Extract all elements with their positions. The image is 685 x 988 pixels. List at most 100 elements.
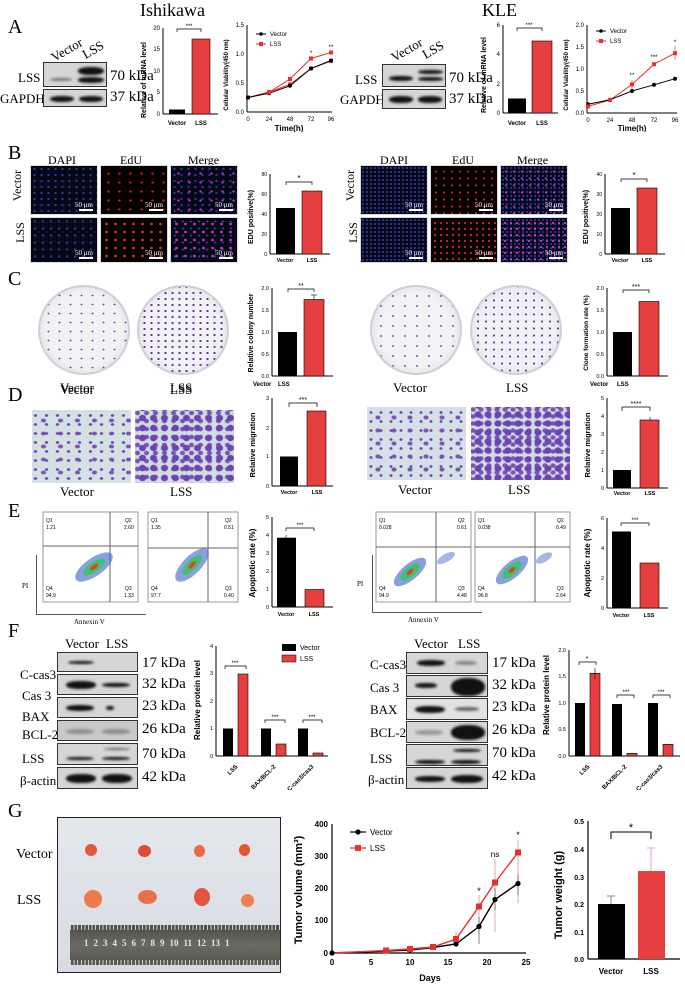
svg-text:1.5: 1.5 <box>236 23 245 29</box>
chart-d2-migration-kle: Relative migration 5 4 3 2 1 0 **** Vector LS… <box>583 396 668 495</box>
svg-text:Relative protein level: Relative protein level <box>542 655 551 735</box>
svg-text:Cellular Viability(450 nm): Cellular Viability(450 nm) <box>564 39 570 110</box>
chart-a4-viability-kle: Cellular Viability(450 nm) 2.0 1.5 1.0 0.5 0… <box>564 23 679 132</box>
svg-text:0: 0 <box>266 484 269 490</box>
svg-text:1.5: 1.5 <box>261 308 269 314</box>
tumor-photo: 1 2 3 4 5 6 7 8 9 10 11 12 13 1 <box>57 817 281 973</box>
blot-row-label: LSS <box>18 70 41 85</box>
svg-text:LSS: LSS <box>644 613 655 618</box>
svg-text:***: *** <box>631 518 639 524</box>
svg-text:97.7: 97.7 <box>151 593 161 599</box>
svg-text:10: 10 <box>406 958 415 967</box>
svg-text:0: 0 <box>599 252 602 258</box>
svg-text:15: 15 <box>444 958 453 967</box>
svg-text:94.9: 94.9 <box>46 593 56 599</box>
chart-top-label: LSS <box>278 382 290 388</box>
svg-text:0: 0 <box>264 252 267 258</box>
svg-text:15: 15 <box>153 47 160 53</box>
panel-letter-c: C <box>8 268 22 290</box>
panel-letter-g: G <box>8 800 23 822</box>
svg-text:**: ** <box>329 45 334 51</box>
colony-dish-ishikawa-lss <box>137 285 229 375</box>
svg-text:0.5: 0.5 <box>558 727 566 733</box>
svg-text:1: 1 <box>266 587 269 593</box>
svg-text:4: 4 <box>601 414 604 420</box>
panel-letter-e: E <box>8 500 21 522</box>
svg-text:LSS: LSS <box>536 121 548 127</box>
scale-bar: 50 μm <box>475 249 493 257</box>
chart-e1-apoptosis-ishikawa: Apoptotic rate (%) 5 4 3 2 1 0 *** Vector LSS <box>248 515 333 618</box>
svg-text:40: 40 <box>261 212 267 218</box>
svg-text:Vector: Vector <box>277 258 295 262</box>
svg-text:3: 3 <box>266 551 269 557</box>
kda-label: 32 kDa <box>492 677 536 693</box>
colony-dish-kle-lss <box>470 285 562 375</box>
svg-text:*: * <box>632 171 635 180</box>
svg-text:0.0: 0.0 <box>596 374 604 380</box>
svg-text:2.0: 2.0 <box>558 648 566 654</box>
svg-text:1.0: 1.0 <box>261 330 269 336</box>
chart-g1-tumor-volume: Tumor volume (mm³) 400 300 200 100 0 0 5 10 15 2… <box>293 820 531 983</box>
svg-text:LSS: LSS <box>307 258 318 262</box>
column-label-dapi: DAPI <box>380 153 409 167</box>
svg-text:3: 3 <box>601 432 604 438</box>
tumor-vector <box>138 845 151 857</box>
lane-label: Vector <box>65 636 99 651</box>
svg-text:Vector: Vector <box>168 121 187 127</box>
chart-b1-edu-ishikawa: EDU positive(%) 80 60 40 20 0 * Vector LSS <box>248 172 330 262</box>
svg-text:0.1: 0.1 <box>574 930 584 937</box>
svg-text:LSS: LSS <box>579 764 591 776</box>
chart-a3-mrna-kle: Relative of mRNA level 6 4 2 0 *** Vector L… <box>481 23 558 127</box>
axis-label-pi: PI <box>22 582 29 590</box>
svg-text:***: *** <box>622 690 630 696</box>
svg-text:LSS: LSS <box>270 42 281 48</box>
svg-text:3: 3 <box>210 671 213 677</box>
panel-letter-f: F <box>8 620 20 642</box>
svg-text:0.5: 0.5 <box>261 352 269 358</box>
chart-f2-protein-kle: Relative protein level 2.0 1.5 1.0 0.5 0.0 *… <box>542 648 680 790</box>
svg-text:20: 20 <box>596 212 602 218</box>
blot-row-label: BAX <box>22 709 50 724</box>
kda-label: 23 kDa <box>492 699 536 715</box>
svg-text:Q3: Q3 <box>557 586 564 592</box>
row-label-vector: Vector <box>10 169 25 202</box>
svg-text:**: ** <box>630 73 635 79</box>
svg-text:Q1: Q1 <box>46 518 53 524</box>
image-label: LSS <box>170 382 193 397</box>
svg-text:Q4: Q4 <box>379 586 386 592</box>
blot-row-label: Cas 3 <box>22 688 52 703</box>
svg-text:48: 48 <box>287 117 294 123</box>
svg-text:5: 5 <box>369 958 374 967</box>
colony-dish-kle-vector <box>370 285 462 375</box>
axis-label-annexin: Annexin V <box>74 618 105 626</box>
svg-text:LSS: LSS <box>645 491 656 495</box>
svg-text:1: 1 <box>601 468 604 474</box>
scale-bar: 50 μm <box>475 201 493 209</box>
svg-text:***: *** <box>271 715 279 721</box>
svg-text:2: 2 <box>266 569 269 575</box>
svg-text:0.5: 0.5 <box>596 352 604 358</box>
kda-label: 17 kDa <box>492 655 536 671</box>
transwell-image-kle-lss <box>471 407 570 480</box>
svg-text:LSS: LSS <box>370 844 385 853</box>
svg-text:0.2: 0.2 <box>574 902 584 909</box>
dish-label: Vector <box>393 380 427 395</box>
svg-text:0: 0 <box>330 958 335 967</box>
svg-text:Q3: Q3 <box>125 586 132 592</box>
row-label-lss: LSS <box>345 222 360 243</box>
svg-text:80: 80 <box>261 172 267 178</box>
tumor-vector <box>85 844 97 856</box>
svg-text:1.33: 1.33 <box>124 593 134 599</box>
svg-text:***: *** <box>525 23 533 29</box>
svg-text:ns: ns <box>491 850 499 859</box>
svg-text:*: * <box>674 40 677 46</box>
svg-text:300: 300 <box>315 852 329 861</box>
svg-text:2: 2 <box>266 426 269 432</box>
kda-label: 26 kDa <box>142 721 186 737</box>
dish-label: LSS <box>506 380 529 395</box>
svg-text:Days: Days <box>419 973 441 983</box>
svg-text:Q4: Q4 <box>46 586 53 592</box>
